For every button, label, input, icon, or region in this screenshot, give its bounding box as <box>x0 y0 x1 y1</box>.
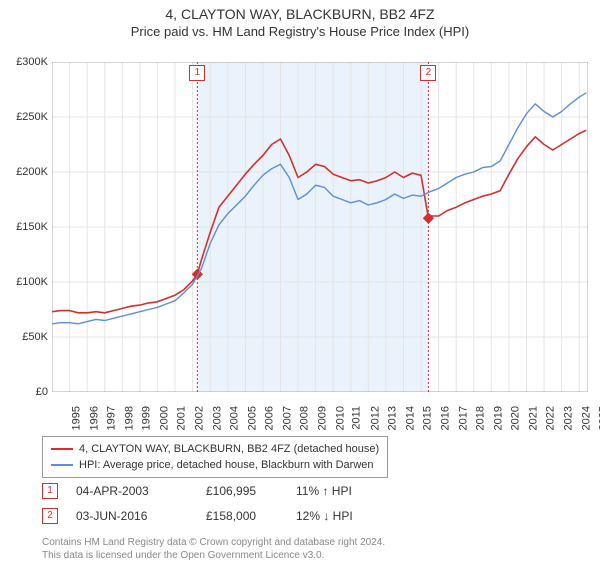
x-tick-label: 2016 <box>440 406 452 430</box>
page-title: 4, CLAYTON WAY, BLACKBURN, BB2 4FZ <box>0 6 600 22</box>
y-tick-label: £200K <box>2 166 48 178</box>
transaction-price: £106,995 <box>206 484 296 498</box>
x-tick-label: 2012 <box>369 406 381 430</box>
chart-area: £0£50K£100K£150K£200K£250K£300K199519961… <box>52 62 588 392</box>
x-tick-label: 1995 <box>70 406 82 430</box>
transaction-marker: 2 <box>42 508 58 524</box>
x-tick-label: 2015 <box>422 406 434 430</box>
chart-marker: 2 <box>420 65 436 81</box>
x-tick-label: 2010 <box>334 406 346 430</box>
y-tick-label: £250K <box>2 111 48 123</box>
footer-line: Contains HM Land Registry data © Crown c… <box>42 536 385 549</box>
legend-row: 4, CLAYTON WAY, BLACKBURN, BB2 4FZ (deta… <box>51 441 379 457</box>
x-tick-label: 1996 <box>88 406 100 430</box>
x-tick-label: 1998 <box>123 406 135 430</box>
x-tick-label: 2008 <box>299 406 311 430</box>
legend-swatch <box>51 464 73 466</box>
x-tick-label: 2020 <box>510 406 522 430</box>
transaction-price: £158,000 <box>206 509 296 523</box>
x-tick-label: 2021 <box>527 406 539 430</box>
x-tick-label: 2003 <box>211 406 223 430</box>
transaction-row: 1 04-APR-2003 £106,995 11% ↑ HPI <box>42 483 386 499</box>
y-tick-label: £50K <box>2 331 48 343</box>
x-tick-label: 2007 <box>281 406 293 430</box>
transaction-diff: 11% ↑ HPI <box>296 484 386 498</box>
x-tick-label: 2014 <box>404 406 416 430</box>
x-tick-label: 2000 <box>158 406 170 430</box>
x-tick-label: 2019 <box>492 406 504 430</box>
footer-line: This data is licensed under the Open Gov… <box>42 549 385 562</box>
x-tick-label: 1997 <box>106 406 118 430</box>
x-tick-label: 2013 <box>387 406 399 430</box>
transaction-date: 03-JUN-2016 <box>76 509 206 523</box>
x-tick-label: 2018 <box>475 406 487 430</box>
transaction-row: 2 03-JUN-2016 £158,000 12% ↓ HPI <box>42 508 386 524</box>
x-tick-label: 2017 <box>457 406 469 430</box>
x-tick-label: 2024 <box>580 406 592 430</box>
x-tick-label: 2001 <box>176 406 188 430</box>
transaction-marker: 1 <box>42 483 58 499</box>
y-tick-label: £150K <box>2 221 48 233</box>
x-tick-label: 2009 <box>317 406 329 430</box>
chart-marker: 1 <box>189 65 205 81</box>
legend-swatch <box>51 448 73 450</box>
transaction-date: 04-APR-2003 <box>76 484 206 498</box>
x-tick-label: 2006 <box>264 406 276 430</box>
page-subtitle: Price paid vs. HM Land Registry's House … <box>0 24 600 39</box>
legend-row: HPI: Average price, detached house, Blac… <box>51 457 379 473</box>
y-tick-label: £0 <box>2 386 48 398</box>
chart-svg <box>52 62 588 392</box>
x-tick-label: 2011 <box>351 406 363 430</box>
footer: Contains HM Land Registry data © Crown c… <box>42 536 385 562</box>
y-tick-label: £300K <box>2 56 48 68</box>
legend-label: 4, CLAYTON WAY, BLACKBURN, BB2 4FZ (deta… <box>79 441 379 457</box>
x-tick-label: 2022 <box>545 406 557 430</box>
transaction-diff: 12% ↓ HPI <box>296 509 386 523</box>
x-tick-label: 2005 <box>246 406 258 430</box>
x-tick-label: 2004 <box>229 406 241 430</box>
x-tick-label: 2002 <box>194 406 206 430</box>
legend-label: HPI: Average price, detached house, Blac… <box>79 457 374 473</box>
x-tick-label: 2023 <box>563 406 575 430</box>
x-tick-label: 1999 <box>141 406 153 430</box>
y-tick-label: £100K <box>2 276 48 288</box>
legend: 4, CLAYTON WAY, BLACKBURN, BB2 4FZ (deta… <box>42 436 388 478</box>
